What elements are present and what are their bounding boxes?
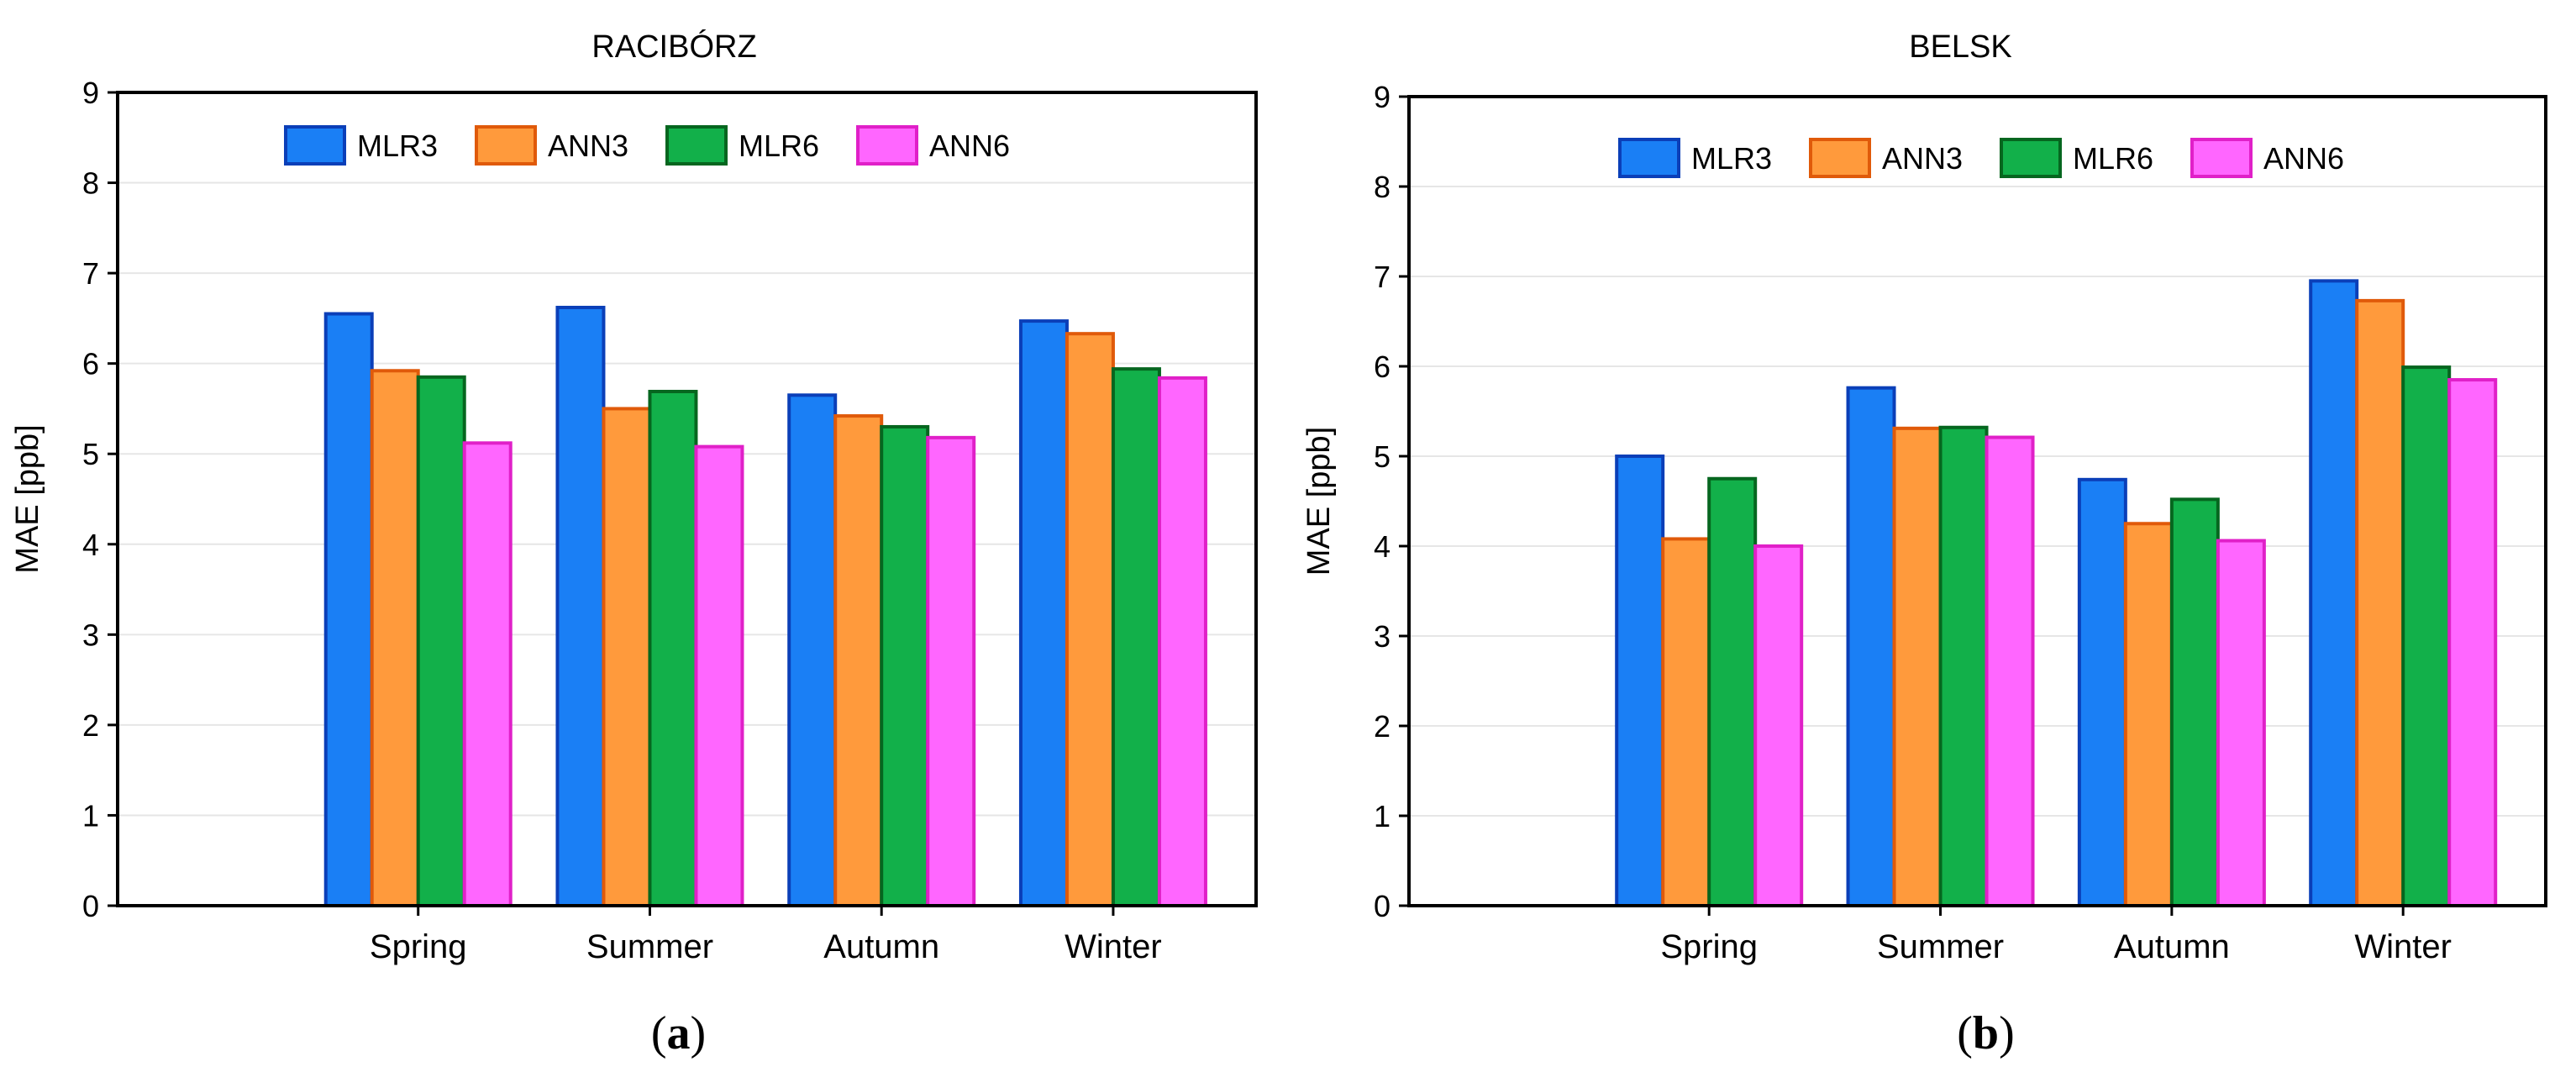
bar-mlr6-winter — [2401, 365, 2452, 907]
legend-swatch-mlr3 — [1618, 138, 1680, 178]
bar-mlr3-summer — [1846, 386, 1896, 907]
legend-swatch-mlr3 — [284, 125, 346, 166]
bar-ann6-autumn — [926, 435, 976, 907]
legend-label-mlr6: MLR6 — [739, 129, 819, 163]
bar-ann6-summer — [1985, 435, 2035, 907]
x-tick-label-winter: Winter — [1065, 928, 1162, 965]
bar-ann3-autumn — [833, 414, 884, 907]
chart-raciborz: RACIBÓRZ 0 1 2 3 4 5 6 7 8 9 Spring Summer Autumn Wint… — [10, 29, 1258, 1059]
legend-label-ann6: ANN6 — [929, 129, 1010, 163]
legend-label-mlr6: MLR6 — [2073, 141, 2153, 176]
bar-ann3-winter — [2355, 298, 2405, 907]
bar-ann3-summer — [1892, 426, 1943, 907]
y-tick-label: 0 — [1374, 889, 1391, 923]
y-tick-label: 8 — [82, 166, 99, 201]
bar-ann3-autumn — [2123, 522, 2174, 907]
x-tick-label-autumn: Autumn — [823, 928, 939, 965]
y-tick-label: 5 — [82, 437, 99, 471]
legend-label-ann6: ANN6 — [2263, 141, 2344, 176]
caption-letter: a — [667, 1007, 691, 1059]
plot-frame — [116, 91, 1258, 907]
bar-ann6-spring — [1753, 544, 1804, 907]
legend-swatch-mlr6 — [665, 125, 728, 166]
x-tick-label-winter: Winter — [2354, 928, 2452, 965]
y-axis-label: MAE [ppb] — [1301, 427, 1337, 576]
bar-mlr3-spring — [323, 312, 374, 907]
y-tick-label: 4 — [82, 528, 99, 562]
legend-label-ann3: ANN3 — [1882, 141, 1963, 176]
y-tick-label: 7 — [1374, 260, 1391, 294]
caption-letter: b — [1973, 1007, 1999, 1059]
x-tick-label-summer: Summer — [586, 928, 713, 965]
bar-mlr6-summer — [648, 390, 698, 907]
bar-mlr6-winter — [1111, 367, 1161, 907]
figure-caption: (a) — [651, 1007, 706, 1059]
legend-swatch-mlr6 — [2000, 138, 2062, 178]
caption-open-paren: ( — [1957, 1007, 1973, 1059]
legend-swatch-ann3 — [475, 125, 537, 166]
bar-ann6-autumn — [2216, 539, 2266, 908]
bar-ann3-summer — [602, 407, 652, 907]
bar-mlr3-spring — [1615, 455, 1665, 907]
legend-swatch-ann3 — [1809, 138, 1871, 178]
y-tick-label: 1 — [1374, 799, 1391, 833]
bar-ann6-winter — [2447, 378, 2498, 907]
y-tick-label: 6 — [1374, 350, 1391, 384]
caption-open-paren: ( — [651, 1007, 667, 1059]
y-tick-label: 2 — [1374, 709, 1391, 744]
bar-mlr6-autumn — [880, 424, 930, 907]
y-tick-label: 9 — [1374, 80, 1391, 114]
bar-mlr6-spring — [1707, 476, 1758, 907]
legend-swatch-ann6 — [2190, 138, 2253, 178]
y-tick-label: 0 — [82, 889, 99, 923]
y-tick-label: 8 — [1374, 170, 1391, 204]
bar-mlr6-spring — [416, 375, 466, 907]
y-tick-label: 3 — [82, 618, 99, 652]
chart-belsk: BELSK 0 1 2 3 4 5 6 7 8 9 Spring Summer Autumn Winter M… — [1301, 29, 2547, 1059]
bar-ann6-summer — [694, 444, 744, 907]
bar-mlr3-winter — [2309, 279, 2359, 908]
bar-mlr6-summer — [1938, 425, 1989, 907]
bar-mlr3-autumn — [787, 393, 838, 907]
y-tick-label: 4 — [1374, 529, 1391, 564]
bar-ann3-winter — [1065, 332, 1115, 907]
legend-label-ann3: ANN3 — [548, 129, 628, 163]
y-tick-label: 2 — [82, 708, 99, 743]
bar-ann6-winter — [1157, 376, 1207, 907]
y-tick-label: 9 — [82, 76, 99, 110]
caption-close-paren: ) — [1999, 1007, 2015, 1059]
plot-frame — [1407, 95, 2547, 907]
y-tick-label: 5 — [1374, 439, 1391, 474]
bar-ann6-spring — [462, 441, 513, 907]
legend-label-mlr3: MLR3 — [357, 129, 438, 163]
x-tick-label-spring: Spring — [1660, 928, 1758, 965]
chart-title: BELSK — [1909, 29, 2012, 65]
bar-ann3-spring — [370, 369, 420, 907]
y-axis-label: MAE [ppb] — [10, 424, 45, 573]
bar-mlr3-winter — [1018, 319, 1069, 908]
y-tick-label: 7 — [82, 256, 99, 291]
bar-mlr6-autumn — [2169, 497, 2220, 907]
y-tick-label: 3 — [1374, 619, 1391, 654]
legend-label-mlr3: MLR3 — [1691, 141, 1772, 176]
y-tick-label: 1 — [82, 798, 99, 833]
caption-close-paren: ) — [691, 1007, 707, 1059]
x-tick-label-spring: Spring — [370, 928, 467, 965]
x-tick-label-summer: Summer — [1877, 928, 2004, 965]
bar-mlr3-autumn — [2077, 477, 2127, 907]
figure-caption: (b) — [1957, 1007, 2014, 1059]
legend-swatch-ann6 — [856, 125, 918, 166]
bar-ann3-spring — [1661, 537, 1711, 907]
y-tick-label: 6 — [82, 347, 99, 381]
chart-title: RACIBÓRZ — [591, 29, 756, 65]
x-tick-label-autumn: Autumn — [2114, 928, 2230, 965]
bar-mlr3-summer — [555, 305, 606, 907]
